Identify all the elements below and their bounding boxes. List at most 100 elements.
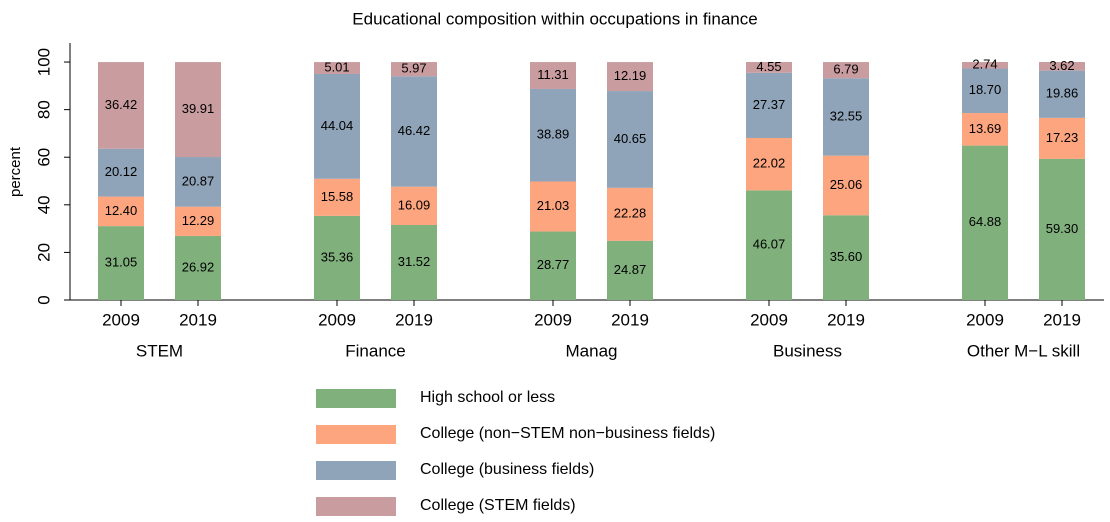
bar-segment <box>391 62 437 77</box>
bar-segment <box>607 62 653 92</box>
bar-segment <box>962 145 1008 300</box>
value-label: 46.07 <box>753 237 786 252</box>
bar-segment <box>1039 70 1085 118</box>
bar-segment <box>746 190 792 300</box>
bar-segment <box>175 62 221 158</box>
value-label: 27.37 <box>753 97 786 112</box>
group-label: Manag <box>566 341 618 360</box>
bar-segment <box>98 226 144 300</box>
bar-segment <box>823 62 869 79</box>
value-label: 11.31 <box>537 67 569 82</box>
bar-segment <box>746 62 792 73</box>
legend-label: College (business fields) <box>420 461 594 478</box>
value-label: 12.19 <box>614 68 647 83</box>
value-label: 19.86 <box>1046 86 1079 101</box>
value-label: 64.88 <box>969 214 1002 229</box>
bar-segment <box>530 88 576 182</box>
value-label: 17.23 <box>1046 130 1079 145</box>
bar-segment <box>530 62 576 89</box>
bar-segment <box>530 231 576 300</box>
x-tick-label: 2019 <box>611 310 649 329</box>
group-label: STEM <box>136 341 183 360</box>
value-label: 18.70 <box>969 82 1002 97</box>
x-tick-label: 2019 <box>1043 310 1081 329</box>
group-label: Other M−L skill <box>967 341 1080 360</box>
bar-segment <box>1039 117 1085 159</box>
value-label: 31.05 <box>105 254 138 269</box>
value-label: 20.12 <box>105 164 138 179</box>
value-label: 15.58 <box>321 189 354 204</box>
legend-label: College (STEM fields) <box>420 497 576 514</box>
legend-label: College (non−STEM non−business fields) <box>420 425 715 442</box>
y-tick-label: 100 <box>34 48 53 76</box>
value-label: 59.30 <box>1046 221 1079 236</box>
x-tick-label: 2019 <box>395 310 433 329</box>
bar-segment <box>175 235 221 300</box>
legend-swatch <box>316 389 396 408</box>
bar-segment <box>98 62 144 149</box>
value-label: 13.69 <box>969 121 1002 136</box>
bar-segment <box>314 62 360 74</box>
bar-segment <box>1039 158 1085 300</box>
bar-segment <box>962 113 1008 146</box>
value-label: 5.01 <box>324 59 349 74</box>
x-tick-label: 2009 <box>750 310 788 329</box>
value-label: 44.04 <box>321 118 354 133</box>
bar-segment <box>823 215 869 300</box>
x-tick-label: 2019 <box>179 310 217 329</box>
bar-segment <box>175 206 221 236</box>
value-label: 21.03 <box>537 198 570 213</box>
y-tick-label: 60 <box>34 148 53 167</box>
bar-segment <box>607 240 653 300</box>
legend-swatch <box>316 425 396 444</box>
x-tick-label: 2009 <box>966 310 1004 329</box>
value-label: 6.79 <box>833 62 858 77</box>
bar-segment <box>746 72 792 138</box>
x-tick-label: 2009 <box>102 310 140 329</box>
bar-segment <box>607 187 653 241</box>
bar-segment <box>98 148 144 197</box>
value-label: 20.87 <box>182 173 215 188</box>
legend-swatch <box>316 497 396 516</box>
value-label: 22.28 <box>614 206 647 221</box>
value-label: 12.29 <box>182 213 215 228</box>
y-tick-label: 40 <box>34 195 53 214</box>
value-label: 35.60 <box>830 249 863 264</box>
bar-segment <box>314 215 360 300</box>
value-label: 16.09 <box>398 197 431 212</box>
bar-segment <box>530 181 576 232</box>
value-label: 2.74 <box>972 57 997 72</box>
value-label: 38.89 <box>537 127 570 142</box>
bar-segment <box>823 155 869 216</box>
bar-segment <box>314 73 360 179</box>
value-label: 25.06 <box>830 177 863 192</box>
y-tick-label: 20 <box>34 243 53 262</box>
value-label: 24.87 <box>614 262 647 277</box>
legend-label: High school or less <box>420 389 555 406</box>
value-label: 5.97 <box>401 61 426 76</box>
bar-segment <box>98 196 144 227</box>
value-label: 40.65 <box>614 131 647 146</box>
chart-title: Educational composition within occupatio… <box>352 9 757 28</box>
x-tick-label: 2009 <box>318 310 356 329</box>
bar-segment <box>391 76 437 187</box>
x-tick-label: 2019 <box>827 310 865 329</box>
y-tick-label: 80 <box>34 100 53 119</box>
y-tick-label: 0 <box>34 295 53 304</box>
legend-swatch <box>316 461 396 480</box>
bar-segment <box>391 224 437 300</box>
value-label: 28.77 <box>537 257 570 272</box>
bar-segment <box>962 68 1008 114</box>
value-label: 3.62 <box>1049 58 1074 73</box>
value-label: 22.02 <box>753 156 786 171</box>
bar-segment <box>823 78 869 156</box>
value-label: 36.42 <box>105 97 138 112</box>
bar-segment <box>962 62 1008 69</box>
group-label: Finance <box>345 341 405 360</box>
value-label: 32.55 <box>830 108 863 123</box>
bar-segment <box>175 157 221 207</box>
bar-segment <box>391 186 437 225</box>
value-label: 39.91 <box>182 101 215 116</box>
bar-segment <box>607 91 653 188</box>
